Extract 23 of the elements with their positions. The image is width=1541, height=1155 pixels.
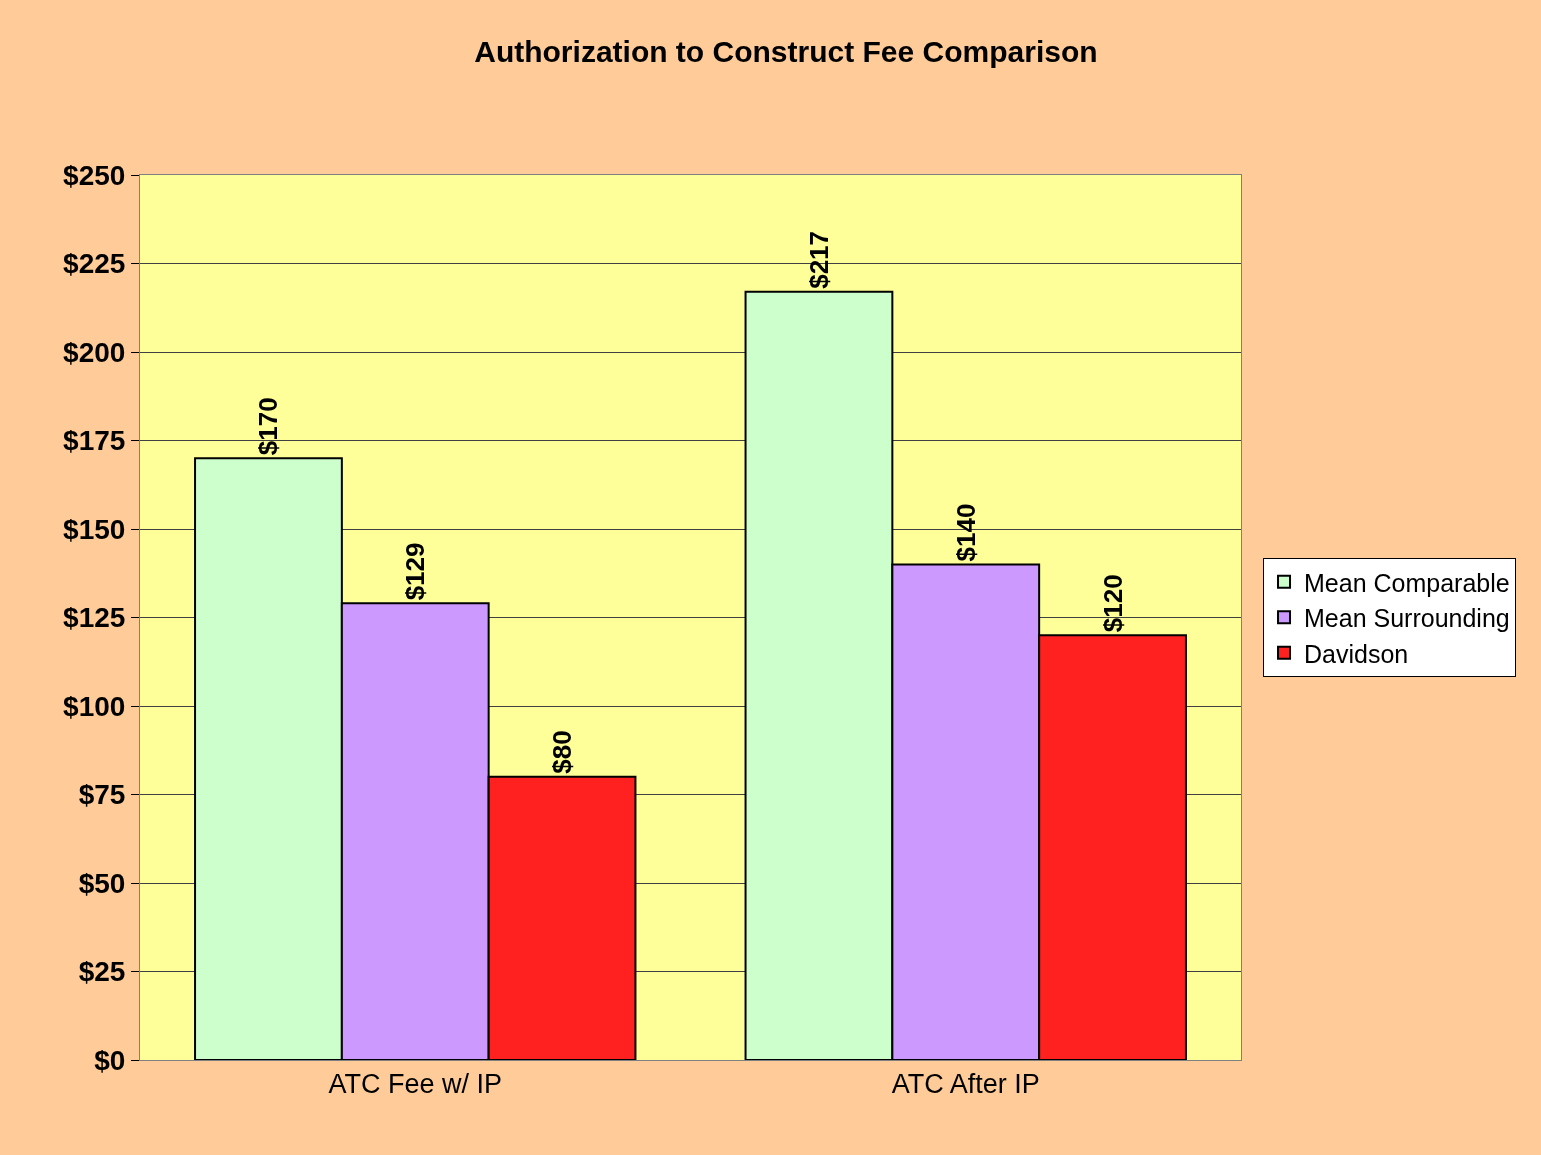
y-tick-label: $125 [63, 602, 126, 634]
data-label: $80 [547, 730, 578, 774]
y-tick-label: $100 [63, 690, 126, 722]
legend-label: Davidson [1304, 639, 1409, 668]
y-tick-label: $75 [78, 779, 126, 811]
x-tick-label: ATC Fee w/ IP [328, 1069, 503, 1100]
data-label: $170 [253, 397, 284, 456]
y-tick-label: $225 [63, 248, 126, 280]
data-label: $129 [400, 542, 431, 601]
data-label: $217 [803, 230, 834, 289]
chart-title: Authorization to Construct Fee Comparison [474, 35, 1098, 69]
legend-label: Mean Comparable [1304, 568, 1510, 597]
y-tick-label: $50 [78, 867, 126, 899]
data-label: $120 [1097, 574, 1128, 633]
x-tick-label: ATC After IP [891, 1069, 1040, 1100]
y-tick-label: $150 [63, 513, 126, 545]
y-tick-label: $25 [78, 956, 126, 988]
y-tick-label: $0 [94, 1044, 126, 1076]
y-tick-label: $175 [63, 425, 126, 457]
y-tick-label: $200 [63, 336, 126, 368]
data-label: $140 [950, 503, 981, 562]
legend-label: Mean Surrounding [1304, 604, 1510, 632]
y-tick-label: $250 [63, 159, 126, 191]
